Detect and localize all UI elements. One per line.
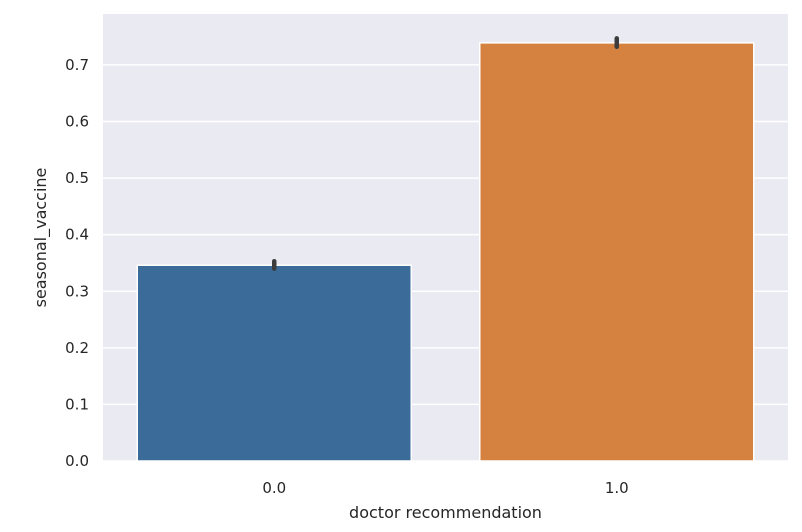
y-axis-label: seasonal_vaccine bbox=[31, 168, 51, 308]
y-tick-label: 0.0 bbox=[65, 452, 89, 470]
x-tick-label: 1.0 bbox=[605, 479, 629, 497]
x-tick-labels: 0.0 1.0 bbox=[262, 479, 628, 497]
error-bars bbox=[272, 36, 619, 271]
bar-0.0 bbox=[136, 264, 412, 462]
x-axis-label: doctor recommendation bbox=[349, 503, 542, 522]
y-tick-label: 0.5 bbox=[65, 169, 89, 187]
y-tick-label: 0.4 bbox=[65, 226, 89, 244]
bar-1.0 bbox=[479, 42, 755, 462]
x-tick-label: 0.0 bbox=[262, 479, 286, 497]
bars bbox=[136, 42, 755, 462]
y-tick-label: 0.3 bbox=[65, 282, 89, 300]
y-tick-label: 0.6 bbox=[65, 113, 89, 131]
y-tick-labels: 0.0 0.1 0.2 0.3 0.4 0.5 0.6 0.7 bbox=[65, 56, 89, 470]
y-tick-label: 0.2 bbox=[65, 339, 89, 357]
y-tick-label: 0.1 bbox=[65, 395, 89, 413]
y-tick-label: 0.7 bbox=[65, 56, 89, 74]
